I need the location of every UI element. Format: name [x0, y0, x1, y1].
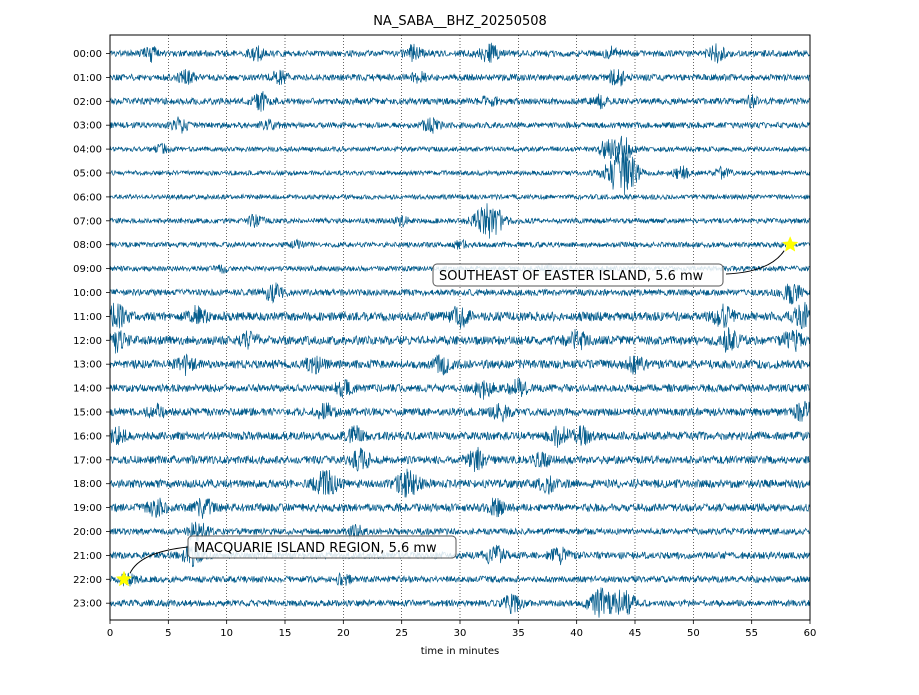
y-tick-label: 03:00 [73, 121, 102, 132]
trace-1100 [109, 301, 811, 330]
event-label: MACQUARIE ISLAND REGION, 5.6 mw [194, 541, 437, 556]
y-tick-label: 13:00 [73, 360, 102, 371]
x-tick-label: 45 [629, 628, 642, 639]
x-tick-label: 5 [165, 628, 171, 639]
trace-1500 [109, 400, 811, 423]
x-tick-label: 0 [107, 628, 113, 639]
trace-1900 [109, 497, 811, 519]
y-tick-label: 11:00 [73, 312, 102, 323]
y-tick-label: 21:00 [73, 551, 102, 562]
y-tick-label: 15:00 [73, 408, 102, 419]
trace-0600 [109, 193, 811, 201]
trace-1600 [109, 425, 811, 448]
y-tick-label: 07:00 [73, 216, 102, 227]
event-connector [725, 250, 785, 275]
trace-0500 [109, 152, 811, 196]
y-tick-label: 10:00 [73, 288, 102, 299]
y-tick-label: 02:00 [73, 97, 102, 108]
trace-1000 [109, 282, 811, 305]
y-tick-label: 22:00 [73, 575, 102, 586]
trace-0100 [109, 69, 811, 87]
trace-2200 [109, 571, 811, 587]
y-tick-label: 05:00 [73, 169, 102, 180]
y-tick-label: 14:00 [73, 384, 102, 395]
y-tick-label: 04:00 [73, 145, 102, 156]
y-tick-label: 17:00 [73, 455, 102, 466]
event-label-box [187, 535, 457, 559]
trace-1200 [109, 327, 811, 354]
y-tick-label: 18:00 [73, 479, 102, 490]
trace-2000 [109, 521, 811, 542]
trace-0800 [109, 238, 811, 250]
y-tick-label: 01:00 [73, 73, 102, 84]
x-tick-label: 25 [395, 628, 408, 639]
y-tick-label: 06:00 [73, 192, 102, 203]
chart-title: NA_SABA__BHZ_20250508 [373, 14, 547, 29]
x-axis-label: time in minutes [421, 646, 500, 657]
x-tick-label: 15 [279, 628, 292, 639]
event-star-marker [781, 236, 799, 252]
event-star-marker [115, 570, 133, 587]
y-tick-label: 00:00 [73, 49, 102, 60]
trace-1700 [109, 446, 811, 472]
x-tick-label: 50 [687, 628, 700, 639]
trace-0700 [109, 203, 811, 239]
trace-1400 [109, 378, 811, 400]
y-axis-ticks: 00:00 01:00 02:00 03:00 04:00 05:00 06:00 07:00… [73, 49, 110, 610]
y-tick-label: 20:00 [73, 527, 102, 538]
event-label-box [432, 263, 724, 287]
y-tick-label: 09:00 [73, 264, 102, 275]
x-tick-label: 20 [337, 628, 350, 639]
x-tick-label: 55 [745, 628, 758, 639]
x-axis-ticks: 0 5 10 15 20 25 30 35 40 45 50 55 60 [107, 620, 817, 639]
y-tick-label: 19:00 [73, 503, 102, 514]
x-tick-label: 10 [220, 628, 233, 639]
trace-2300 [109, 587, 811, 618]
y-tick-label: 16:00 [73, 431, 102, 442]
event-connector [129, 546, 189, 574]
x-tick-label: 40 [570, 628, 583, 639]
y-tick-label: 23:00 [73, 599, 102, 610]
trace-1300 [109, 353, 811, 377]
trace-0300 [109, 116, 811, 134]
x-tick-label: 60 [804, 628, 817, 639]
event-label: SOUTHEAST OF EASTER ISLAND, 5.6 mw [439, 269, 704, 284]
trace-0200 [109, 91, 811, 112]
trace-0400 [109, 135, 811, 163]
y-tick-label: 12:00 [73, 336, 102, 347]
trace-1800 [109, 468, 811, 498]
y-tick-label: 08:00 [73, 240, 102, 251]
trace-0000 [109, 42, 811, 64]
x-tick-label: 35 [512, 628, 525, 639]
event-annotations: SOUTHEAST OF EASTER ISLAND, 5.6 mw MACQUA… [115, 236, 799, 587]
x-tick-label: 30 [454, 628, 467, 639]
